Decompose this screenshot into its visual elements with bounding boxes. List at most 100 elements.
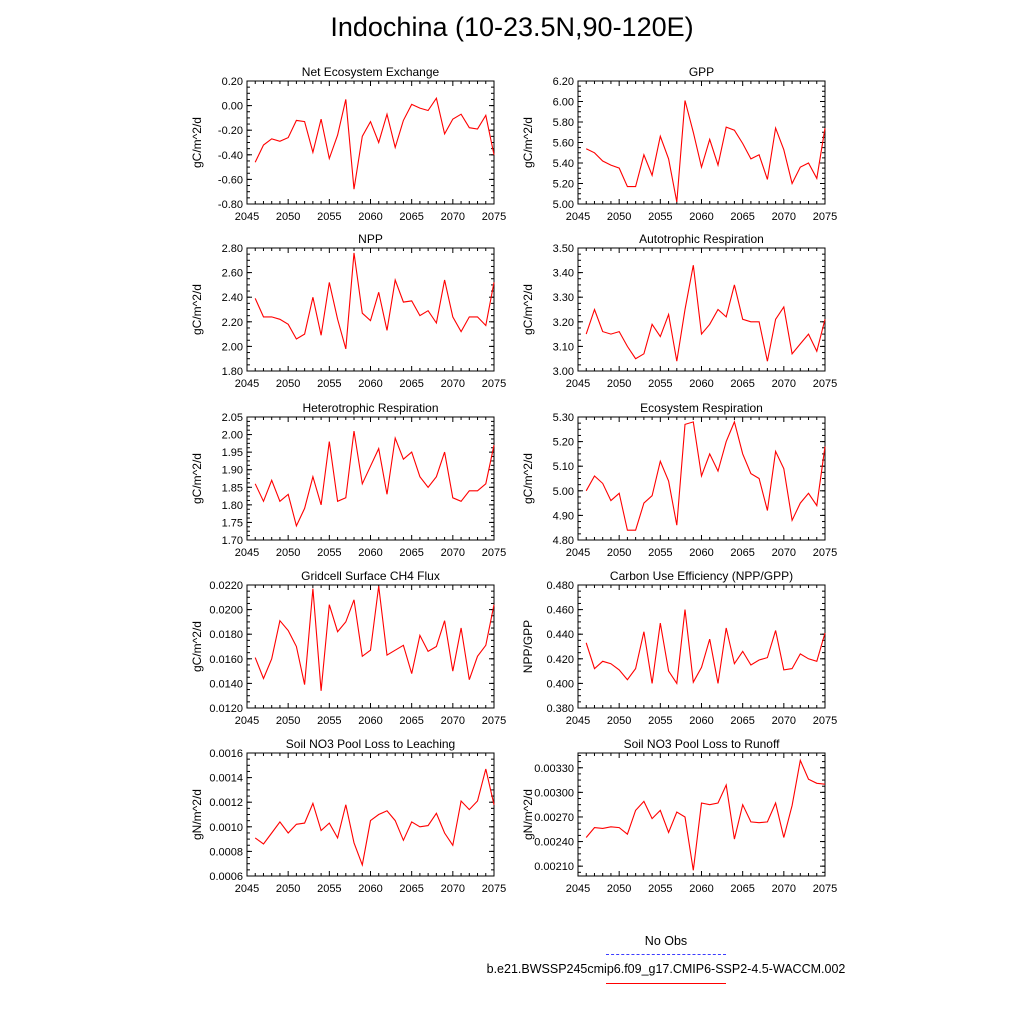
x-tick-label: 2065	[730, 883, 754, 895]
x-tick-label: 2065	[399, 378, 423, 390]
x-tick-label: 2060	[358, 715, 382, 727]
x-tick-label: 2065	[730, 547, 754, 559]
x-tick-label: 2075	[482, 378, 506, 390]
y-tick-label: 0.00270	[534, 812, 574, 824]
x-tick-label: 2075	[813, 211, 837, 223]
y-tick-label: 0.00300	[534, 787, 574, 799]
series-line	[585, 265, 826, 362]
y-tick-label: 5.00	[553, 199, 574, 211]
x-tick-label: 2045	[235, 883, 259, 895]
x-tick-label: 2065	[399, 547, 423, 559]
chart-1: Net Ecosystem Exchange 2045 2050 2055 2060 20…	[190, 65, 506, 223]
chart-title: Autotrophic Respiration	[639, 232, 764, 246]
x-tick-label: 2075	[813, 715, 837, 727]
y-tick-label: 6.20	[553, 76, 574, 88]
chart-4: Autotrophic Respiration 2045 2050 2055 2060 2…	[521, 232, 837, 390]
y-tick-label: 0.480	[546, 580, 574, 592]
y-tick-label: 0.380	[546, 703, 574, 715]
y-tick-label: 4.80	[553, 535, 574, 547]
x-tick-label: 2060	[689, 547, 713, 559]
plot-frame	[577, 247, 826, 372]
y-tick-label: 5.40	[553, 158, 574, 170]
x-tick-label: 2050	[276, 883, 300, 895]
x-tick-label: 2045	[235, 378, 259, 390]
x-tick-label: 2050	[276, 547, 300, 559]
page-title: Indochina (10-23.5N,90-120E)	[330, 12, 694, 42]
x-tick-label: 2070	[772, 211, 796, 223]
x-tick-label: 2060	[358, 378, 382, 390]
x-tick-label: 2050	[607, 211, 631, 223]
x-tick-label: 2075	[813, 883, 837, 895]
series-line	[585, 420, 826, 531]
x-tick-label: 2070	[772, 715, 796, 727]
y-tick-label: -0.80	[218, 199, 243, 211]
x-tick-label: 2055	[648, 883, 672, 895]
y-tick-label: 1.70	[222, 535, 243, 547]
chart-10: Soil NO3 Pool Loss to Runoff 2045 2050 2055…	[521, 737, 837, 895]
y-tick-label: 1.90	[222, 465, 243, 477]
plot-frame	[577, 416, 826, 541]
chart-5: Heterotrophic Respiration 2045 2050 2055 206…	[190, 401, 506, 559]
x-tick-label: 2050	[607, 378, 631, 390]
y-tick-label: 0.460	[546, 605, 574, 617]
y-axis-label: gC/m^2/d	[190, 284, 204, 335]
x-tick-label: 2045	[566, 883, 590, 895]
y-tick-label: 0.0180	[209, 629, 243, 641]
y-tick-label: 0.0014	[209, 773, 243, 785]
x-tick-label: 2045	[235, 211, 259, 223]
y-tick-label: 4.90	[553, 510, 574, 522]
x-tick-label: 2050	[276, 211, 300, 223]
x-tick-label: 2045	[566, 715, 590, 727]
y-tick-label: 2.05	[222, 412, 243, 424]
x-tick-label: 2060	[358, 211, 382, 223]
y-tick-label: 0.440	[546, 629, 574, 641]
x-tick-label: 2065	[399, 883, 423, 895]
x-tick-label: 2065	[399, 211, 423, 223]
chart-title: GPP	[689, 65, 714, 79]
y-tick-label: 0.00330	[534, 763, 574, 775]
x-tick-label: 2060	[689, 883, 713, 895]
x-tick-label: 2075	[482, 547, 506, 559]
series-line	[254, 252, 495, 350]
legend-line-no-obs	[606, 954, 726, 955]
y-axis-label: gN/m^2/d	[521, 789, 535, 840]
plot-frame	[577, 80, 826, 205]
series-line	[585, 100, 826, 203]
chart-title: Soil NO3 Pool Loss to Leaching	[286, 737, 455, 751]
y-tick-label: 0.0200	[209, 605, 243, 617]
y-axis-label: gC/m^2/d	[521, 117, 535, 168]
y-tick-label: 0.0140	[209, 678, 243, 690]
plot-frame	[577, 584, 826, 709]
x-tick-label: 2060	[358, 883, 382, 895]
chart-9: Soil NO3 Pool Loss to Leaching 2045 2050 20…	[190, 737, 506, 895]
x-tick-label: 2065	[399, 715, 423, 727]
y-tick-label: 3.50	[553, 243, 574, 255]
series-line	[585, 609, 826, 685]
x-tick-label: 2065	[730, 211, 754, 223]
y-tick-label: 1.95	[222, 447, 243, 459]
x-tick-label: 2045	[566, 547, 590, 559]
x-tick-label: 2050	[607, 883, 631, 895]
x-tick-label: 2060	[689, 378, 713, 390]
y-tick-label: 0.0008	[209, 846, 243, 858]
chart-title: Heterotrophic Respiration	[302, 401, 438, 415]
x-tick-label: 2070	[441, 378, 465, 390]
x-tick-label: 2070	[772, 547, 796, 559]
x-tick-label: 2070	[441, 883, 465, 895]
y-tick-label: 0.00210	[534, 861, 574, 873]
y-tick-label: 0.0010	[209, 822, 243, 834]
x-tick-label: 2060	[689, 715, 713, 727]
x-tick-label: 2055	[648, 715, 672, 727]
chart-6: Ecosystem Respiration 2045 2050 2055 2060 206…	[521, 401, 837, 559]
x-tick-label: 2065	[730, 715, 754, 727]
y-axis-label: NPP/GPP	[521, 620, 535, 673]
y-tick-label: 6.00	[553, 97, 574, 109]
y-tick-label: 2.00	[222, 341, 243, 353]
x-tick-label: 2050	[607, 715, 631, 727]
y-tick-label: 3.20	[553, 317, 574, 329]
chart-title: NPP	[358, 232, 383, 246]
plot-frame	[246, 247, 495, 372]
y-tick-label: 0.400	[546, 678, 574, 690]
x-tick-label: 2045	[566, 378, 590, 390]
